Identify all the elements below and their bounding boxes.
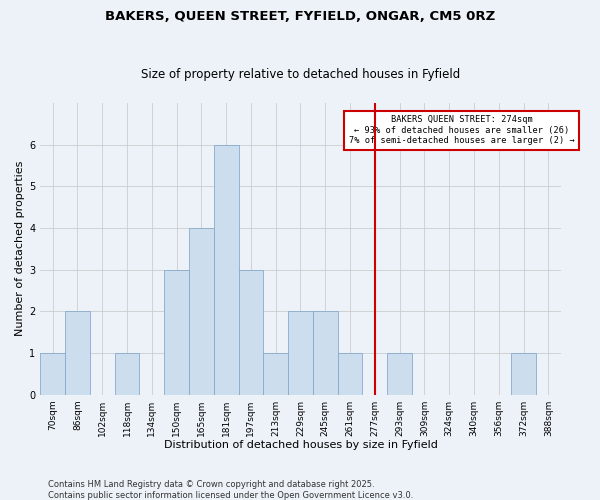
Bar (387, 353, 412, 395)
Bar (263, 353, 288, 395)
Bar (164, 270, 189, 394)
Bar (214, 144, 239, 394)
Bar (288, 312, 313, 394)
Bar (115, 353, 139, 395)
Title: Size of property relative to detached houses in Fyfield: Size of property relative to detached ho… (141, 68, 460, 81)
Bar (239, 270, 263, 394)
Bar (65, 312, 90, 394)
Text: Contains HM Land Registry data © Crown copyright and database right 2025.
Contai: Contains HM Land Registry data © Crown c… (48, 480, 413, 500)
Bar (189, 228, 214, 394)
Bar (511, 353, 536, 395)
Bar (40, 353, 65, 395)
Bar (313, 312, 338, 394)
Text: BAKERS, QUEEN STREET, FYFIELD, ONGAR, CM5 0RZ: BAKERS, QUEEN STREET, FYFIELD, ONGAR, CM… (105, 10, 495, 23)
Bar (338, 353, 362, 395)
Y-axis label: Number of detached properties: Number of detached properties (15, 161, 25, 336)
X-axis label: Distribution of detached houses by size in Fyfield: Distribution of detached houses by size … (164, 440, 437, 450)
Text: BAKERS QUEEN STREET: 274sqm
← 93% of detached houses are smaller (26)
7% of semi: BAKERS QUEEN STREET: 274sqm ← 93% of det… (349, 116, 574, 146)
